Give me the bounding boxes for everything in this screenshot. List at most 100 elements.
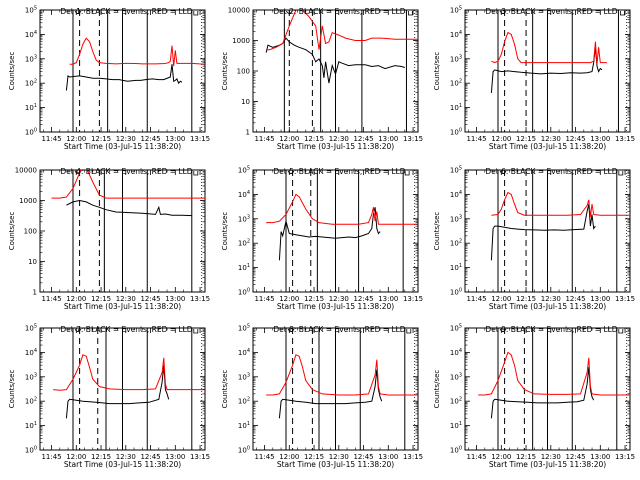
panel-title: Det 4: BLACK = Events, RED = LLD (60, 167, 192, 176)
y-axis-label: Counts/sec (8, 52, 16, 91)
y-tick-label: 102 (238, 397, 250, 406)
y-tick-label: 102 (450, 79, 462, 88)
x-tick-label: 13:15 (190, 453, 210, 461)
y-tick-label: 100 (237, 68, 250, 76)
x-tick-label: 12:00 (491, 295, 511, 303)
series-events-line (490, 367, 595, 419)
y-tick-label: 1000 (232, 37, 250, 45)
y-axis-label: Counts/sec (8, 212, 16, 251)
top-bracket-marker (408, 11, 413, 16)
plot-area (265, 10, 418, 132)
plot-area (53, 328, 205, 450)
y-tick-label: 104 (238, 348, 250, 357)
y-tick-label: 1 (33, 289, 37, 297)
y-tick-label: 102 (25, 397, 37, 406)
x-tick-label: 12:00 (66, 453, 86, 461)
series-events-line (65, 64, 183, 91)
y-tick-label: 104 (450, 30, 462, 39)
y-tick-label: 103 (450, 372, 462, 381)
x-tick-label: 13:00 (590, 453, 610, 461)
y-tick-label: 100 (238, 446, 250, 455)
top-bracket-marker (193, 171, 199, 176)
top-bracket-marker (74, 10, 82, 14)
series-lld-line (266, 193, 418, 225)
x-tick-label: 12:45 (565, 135, 585, 143)
y-tick-label: 103 (238, 214, 250, 223)
y-axis-label: Counts/sec (433, 370, 441, 409)
x-tick-label: 12:45 (353, 295, 373, 303)
y-tick-label: 100 (24, 228, 37, 236)
top-bracket-marker (620, 11, 625, 16)
top-bracket-marker (193, 329, 199, 334)
x-tick-label: 12:15 (304, 453, 324, 461)
y-tick-label: 10000 (15, 167, 37, 175)
x-tick-label: 12:00 (66, 135, 86, 143)
panel-title: Det 2: BLACK = Events, RED = LLD (273, 7, 405, 16)
y-tick-label: 102 (238, 239, 250, 248)
y-tick-label: 105 (25, 6, 37, 15)
x-tick-label: 12:30 (116, 295, 136, 303)
y-tick-label: 10 (28, 258, 37, 266)
series-lld-line (478, 351, 630, 396)
y-tick-label: 103 (25, 54, 37, 63)
top-bracket-marker (618, 171, 624, 176)
x-tick-label: 13:15 (190, 295, 210, 303)
x-tick-label: 12:15 (91, 453, 111, 461)
series-events-line (265, 37, 405, 84)
detector-panel-6: Det 6: BLACK = Events, RED = LLD Counts/s… (433, 166, 635, 312)
x-tick-label: 12:45 (140, 135, 160, 143)
y-tick-label: 10000 (228, 7, 250, 15)
x-tick-label: 13:15 (403, 295, 423, 303)
x-tick-label: 13:00 (378, 135, 398, 143)
x-tick-label: 12:15 (516, 453, 536, 461)
plot-area (266, 328, 418, 450)
top-bracket-marker (499, 10, 507, 14)
x-tick-label: 11:45 (254, 453, 274, 461)
x-tick-label: 12:45 (140, 295, 160, 303)
y-tick-label: 1000 (19, 197, 37, 205)
series-events-line (278, 207, 381, 261)
y-tick-label: 104 (450, 190, 462, 199)
x-tick-label: 12:00 (279, 453, 299, 461)
panel-title: Det 9: BLACK = Events, RED = LLD (485, 325, 617, 334)
x-tick-label: 11:45 (466, 135, 486, 143)
x-tick-label: 12:30 (329, 453, 349, 461)
top-bracket-marker (287, 328, 295, 332)
x-tick-label: 11:45 (466, 295, 486, 303)
x-axis-label: Start Time (03-Jul-15 11:38:20) (64, 460, 181, 469)
x-tick-label: 13:00 (590, 295, 610, 303)
y-tick-label: 1 (246, 129, 250, 137)
y-tick-label: 101 (450, 421, 462, 430)
y-tick-label: 105 (238, 166, 250, 175)
y-tick-label: 102 (25, 79, 37, 88)
x-tick-label: 12:00 (491, 135, 511, 143)
series-lld-line (266, 354, 418, 396)
x-tick-label: 11:45 (254, 135, 274, 143)
x-tick-label: 13:00 (165, 295, 185, 303)
detector-panel-5: Det 5: BLACK = Events, RED = LLD Counts/s… (221, 166, 423, 312)
x-tick-label: 12:45 (565, 453, 585, 461)
series-lld-line (53, 354, 205, 391)
y-tick-label: 101 (25, 421, 37, 430)
x-tick-label: 12:30 (329, 295, 349, 303)
y-tick-label: 103 (25, 372, 37, 381)
panel-title: Det 6: BLACK = Events, RED = LLD (485, 167, 617, 176)
series-lld-line (69, 37, 205, 67)
top-bracket-marker (618, 329, 624, 334)
x-tick-label: 12:30 (116, 135, 136, 143)
x-tick-label: 12:00 (279, 295, 299, 303)
top-bracket-marker (74, 328, 82, 332)
series-events-line (278, 369, 383, 419)
x-tick-label: 13:15 (403, 135, 423, 143)
detector-panel-2: Det 2: BLACK = Events, RED = LLD Counts/s… (221, 7, 423, 152)
y-axis-label: Counts/sec (433, 212, 441, 251)
x-tick-label: 12:30 (116, 453, 136, 461)
series-lld-line (266, 10, 418, 51)
x-tick-label: 12:30 (541, 135, 561, 143)
y-tick-label: 10 (241, 98, 250, 106)
x-axis-label: Start Time (03-Jul-15 11:38:20) (277, 302, 394, 311)
x-tick-label: 13:00 (165, 453, 185, 461)
y-tick-label: 103 (450, 214, 462, 223)
x-tick-label: 13:15 (615, 135, 635, 143)
top-bracket-marker (404, 171, 410, 176)
